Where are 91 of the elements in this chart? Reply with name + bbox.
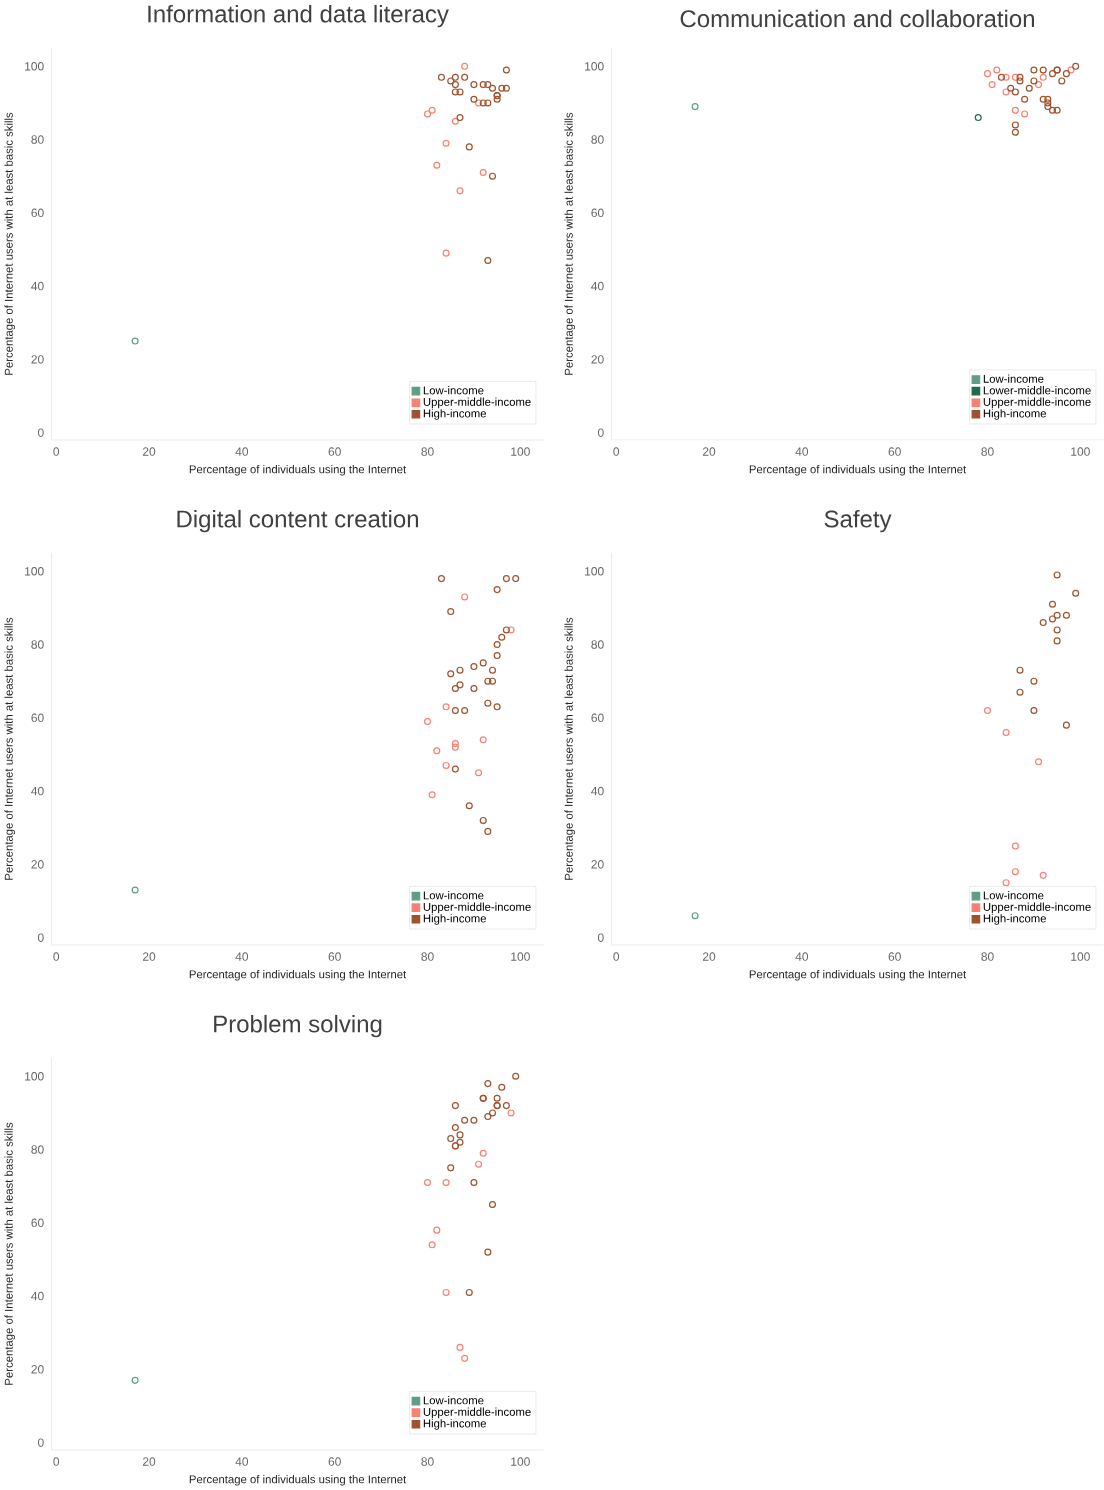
y-tick-label: 0 xyxy=(38,428,44,437)
y-tick-label: 80 xyxy=(31,135,44,144)
legend-label: High-income xyxy=(423,409,487,420)
y-tick-label: 20 xyxy=(591,860,604,869)
x-tick-label: 60 xyxy=(328,1457,341,1466)
y-tick-label: 80 xyxy=(591,135,604,144)
x-tick-label: 80 xyxy=(421,1457,434,1466)
x-tick-label: 80 xyxy=(981,447,994,456)
x-tick-label: 60 xyxy=(888,952,901,961)
y-axis-title: Percentage of Internet users with at least basic skills xyxy=(4,112,16,375)
x-tick-label: 80 xyxy=(421,447,434,456)
legend-label: Upper-middle-income xyxy=(423,1407,531,1419)
y-tick-label: 60 xyxy=(31,208,44,218)
y-axis-title: Percentage of Internet users with at least basic skills xyxy=(4,617,16,880)
y-axis-title: Percentage of Internet users with at least basic skills xyxy=(4,1122,16,1385)
y-tick-label: 100 xyxy=(585,62,604,71)
y-tick-label: 60 xyxy=(31,1218,44,1228)
y-tick-label: 60 xyxy=(31,713,44,723)
x-tick-label: 100 xyxy=(511,952,530,961)
y-tick-label: 100 xyxy=(585,567,604,576)
y-tick-label: 0 xyxy=(598,428,604,437)
x-tick-label: 0 xyxy=(53,447,60,456)
y-tick-label: 100 xyxy=(25,1072,44,1081)
legend-label: Upper-middle-income xyxy=(423,397,531,409)
x-tick-label: 20 xyxy=(143,1457,156,1466)
legend-label: Upper-middle-income xyxy=(983,397,1091,409)
legend-label: Upper-middle-income xyxy=(983,902,1091,914)
chart-title: Information and data literacy xyxy=(148,4,449,28)
x-tick-label: 40 xyxy=(235,447,249,456)
y-tick-label: 20 xyxy=(31,860,44,869)
legend-label: High-income xyxy=(983,409,1047,420)
x-tick-label: 40 xyxy=(235,1457,249,1466)
y-tick-label: 40 xyxy=(31,1291,44,1301)
y-tick-label: 20 xyxy=(31,355,44,364)
legend-label: Low-income xyxy=(983,374,1044,383)
x-tick-label: 20 xyxy=(703,447,716,456)
x-tick-label: 80 xyxy=(981,952,994,961)
legend-label: Low-income xyxy=(423,1396,484,1405)
x-tick-label: 60 xyxy=(328,952,341,961)
x-axis-title: Percentage of individuals using the Internet xyxy=(189,969,407,981)
y-tick-label: 60 xyxy=(591,208,604,218)
x-tick-label: 40 xyxy=(235,952,249,961)
x-axis-title: Percentage of individuals using the Internet xyxy=(189,465,407,476)
legend-label: Low-income xyxy=(983,891,1044,900)
y-tick-label: 40 xyxy=(31,281,44,291)
x-tick-label: 100 xyxy=(511,1457,530,1466)
y-tick-label: 80 xyxy=(591,640,604,649)
x-axis-title: Percentage of individuals using the Internet xyxy=(189,1474,407,1486)
x-tick-label: 40 xyxy=(795,447,809,456)
y-tick-label: 80 xyxy=(31,1145,44,1154)
legend-label: Low-income xyxy=(423,891,484,900)
x-axis-title: Percentage of individuals using the Internet xyxy=(749,465,967,476)
y-axis-title: Percentage of Internet users with at least basic skills xyxy=(564,617,576,880)
legend-label: Upper-middle-income xyxy=(423,902,531,914)
y-tick-label: 40 xyxy=(591,786,604,796)
y-tick-label: 0 xyxy=(598,933,604,942)
legend-label: High-income xyxy=(423,1419,487,1430)
y-tick-label: 0 xyxy=(38,933,44,942)
y-tick-label: 60 xyxy=(591,713,604,723)
legend-label: High-income xyxy=(983,914,1047,925)
y-tick-label: 40 xyxy=(31,786,44,796)
chart-title: Digital content creation xyxy=(177,509,419,533)
x-axis-title: Percentage of individuals using the Internet xyxy=(749,969,967,981)
y-tick-label: 100 xyxy=(25,567,44,576)
x-tick-label: 100 xyxy=(1071,952,1090,961)
y-tick-label: 80 xyxy=(31,640,44,649)
y-tick-label: 40 xyxy=(591,281,604,291)
x-tick-label: 40 xyxy=(795,952,809,961)
x-tick-label: 20 xyxy=(703,952,716,961)
x-tick-label: 20 xyxy=(143,952,156,961)
y-tick-label: 100 xyxy=(25,62,44,71)
legend-label: Low-income xyxy=(423,386,484,395)
x-tick-label: 60 xyxy=(888,447,901,456)
legend-label: High-income xyxy=(423,914,487,925)
x-tick-label: 80 xyxy=(421,952,434,961)
x-tick-label: 60 xyxy=(328,447,341,456)
x-tick-label: 100 xyxy=(511,447,530,456)
y-tick-label: 0 xyxy=(38,1438,44,1447)
x-tick-label: 100 xyxy=(1071,447,1090,456)
x-tick-label: 0 xyxy=(613,447,620,456)
y-tick-label: 20 xyxy=(591,355,604,364)
x-tick-label: 0 xyxy=(613,952,620,961)
y-axis-title: Percentage of Internet users with at least basic skills xyxy=(564,112,576,375)
x-tick-label: 0 xyxy=(53,952,60,961)
y-tick-label: 20 xyxy=(31,1365,44,1374)
legend-label: Lower-middle-income xyxy=(983,386,1091,395)
x-tick-label: 0 xyxy=(53,1457,60,1466)
x-tick-label: 20 xyxy=(143,447,156,456)
chart-title: Safety xyxy=(824,509,892,533)
chart-title: Communication and collaboration xyxy=(680,9,1035,28)
chart-title: Problem solving xyxy=(214,1014,382,1038)
